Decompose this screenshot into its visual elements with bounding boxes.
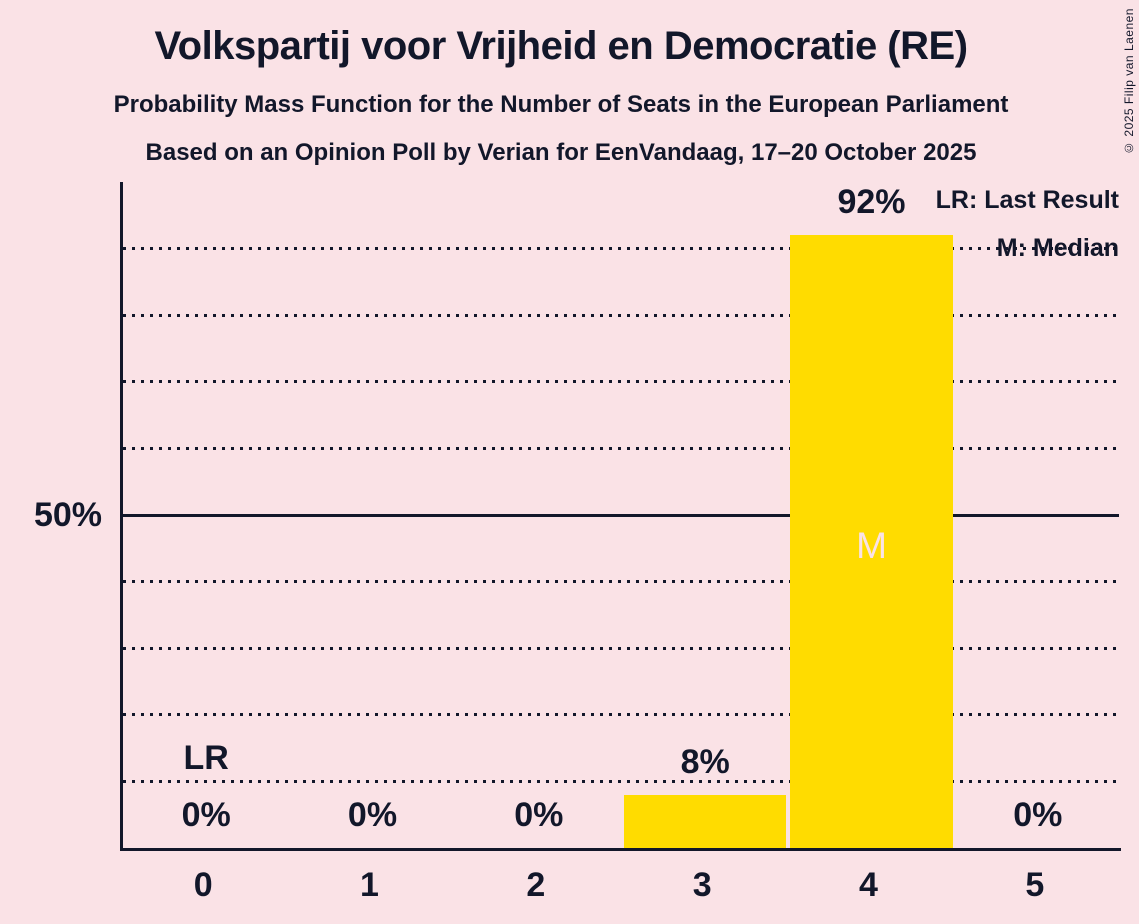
value-label-seat-0: 0%: [181, 796, 231, 834]
copyright-notice: © 2025 Filip van Laenen: [1122, 8, 1136, 155]
plot-area: 0% LR 0% 0% 8% 92% M 0% LR: Last Result M: Medi…: [120, 182, 1121, 851]
gridline-20-dotted: [123, 713, 1119, 717]
value-label-seat-4: 92%: [837, 183, 906, 222]
x-axis-label-3: 3: [692, 866, 712, 904]
x-axis-label-5: 5: [1025, 866, 1045, 904]
x-axis-label-1: 1: [360, 866, 379, 904]
gridline-40-dotted: [123, 580, 1119, 584]
x-axis-label-4: 4: [859, 866, 878, 904]
gridline-70-dotted: [123, 380, 1119, 384]
x-axis-label-2: 2: [526, 866, 546, 904]
page-title: Volkspartij voor Vrijheid en Democratie …: [154, 24, 968, 68]
gridline-30-dotted: [123, 646, 1119, 650]
last-result-marker: LR: [183, 739, 229, 777]
median-marker: M: [856, 525, 887, 566]
legend-median: M: Median: [996, 234, 1119, 262]
legend-last-result: LR: Last Result: [935, 186, 1119, 214]
bar-seat-4: [789, 235, 953, 848]
gridline-80-dotted: [123, 313, 1119, 317]
subtitle-poll-source: Based on an Opinion Poll by Verian for E…: [145, 139, 977, 166]
value-label-seat-5: 0%: [1013, 796, 1063, 834]
gridline-90-dotted: [123, 247, 1119, 251]
value-label-seat-1: 0%: [347, 796, 398, 834]
gridline-10-dotted: [123, 779, 1119, 783]
value-label-seat-3: 8%: [680, 742, 730, 781]
y-axis-tick-label-50: 50%: [33, 496, 102, 534]
subtitle-pmf: Probability Mass Function for the Number…: [113, 91, 1009, 118]
bar-seat-3: [623, 794, 787, 848]
gridline-50-solid: [123, 514, 1119, 517]
x-axis-label-0: 0: [193, 866, 213, 904]
value-label-seat-2: 0%: [514, 796, 564, 834]
gridline-60-dotted: [123, 446, 1119, 450]
